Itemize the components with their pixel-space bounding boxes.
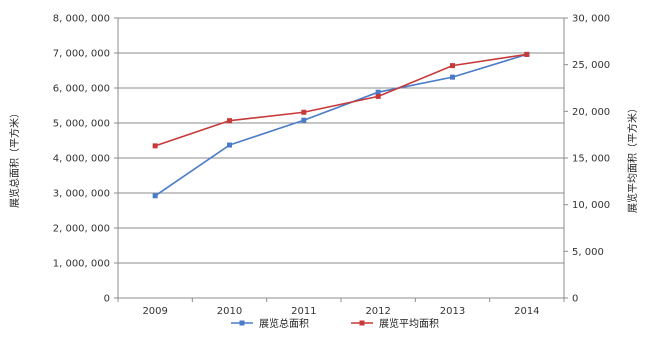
- x-tick-label: 2010: [217, 306, 242, 317]
- series-line-1: [154, 53, 528, 197]
- series-line-2: [154, 53, 527, 147]
- series-point-2: [152, 143, 158, 149]
- left-tick-label: 8, 000, 000: [53, 14, 110, 25]
- right-axis-ticks: 0 5, 000 10, 000 15, 000 20, 000 25, 000 30, 0…: [572, 14, 610, 305]
- legend-marker-1: [239, 320, 245, 326]
- series-point-2: [375, 93, 381, 99]
- left-tick-label: 3, 000, 000: [53, 189, 110, 200]
- left-axis-ticks: 0 1, 000, 000 2, 000, 000 3, 000, 000 4, 000…: [53, 14, 110, 305]
- right-tick-label: 20, 000: [572, 107, 610, 118]
- legend-label-2: 展览平均面积: [379, 317, 439, 330]
- gridlines: [118, 17, 564, 264]
- x-tick-label: 2013: [440, 306, 465, 317]
- series-point-1: [301, 117, 307, 123]
- left-tick-label: 1, 000, 000: [53, 259, 110, 270]
- series-point-2: [227, 118, 232, 124]
- right-tick-label: 10, 000: [572, 200, 610, 211]
- series-point-1: [152, 193, 158, 199]
- right-tick-label: 25, 000: [572, 60, 610, 71]
- legend-marker-2: [359, 320, 365, 326]
- right-tick-label: 0: [572, 294, 578, 305]
- legend: 展览总面积 展览平均面积: [231, 317, 439, 330]
- series-point-2: [524, 51, 530, 57]
- left-tick-label: 6, 000, 000: [53, 84, 110, 95]
- left-tick-label: 4, 000, 000: [53, 154, 110, 165]
- x-tick-label: 2011: [291, 306, 316, 317]
- x-tick-label: 2014: [514, 306, 539, 317]
- series-point-2: [301, 109, 307, 115]
- x-axis-ticks: 2009 2010 2011 2012 2013 2014: [142, 306, 539, 317]
- left-tick-label: 2, 000, 000: [53, 224, 110, 235]
- right-axis-title: 展览平均面积（平方米）: [626, 103, 639, 213]
- axes: [114, 17, 568, 302]
- left-tick-label: 5, 000, 000: [53, 119, 110, 130]
- legend-label-1: 展览总面积: [259, 317, 309, 330]
- right-tick-label: 15, 000: [572, 154, 610, 165]
- x-tick-label: 2009: [142, 306, 167, 317]
- series-lines: [152, 51, 530, 199]
- series-point-2: [450, 63, 455, 69]
- series-point-1: [227, 142, 232, 148]
- left-tick-label: 7, 000, 000: [53, 49, 110, 60]
- series-point-1: [450, 74, 455, 80]
- left-axis-title: 展览总面积（平方米）: [8, 108, 21, 208]
- right-tick-label: 5, 000: [572, 247, 604, 258]
- right-tick-label: 30, 000: [572, 14, 610, 25]
- series-point-1: [375, 89, 381, 95]
- x-tick-label: 2012: [365, 306, 390, 317]
- left-tick-label: 0: [104, 294, 110, 305]
